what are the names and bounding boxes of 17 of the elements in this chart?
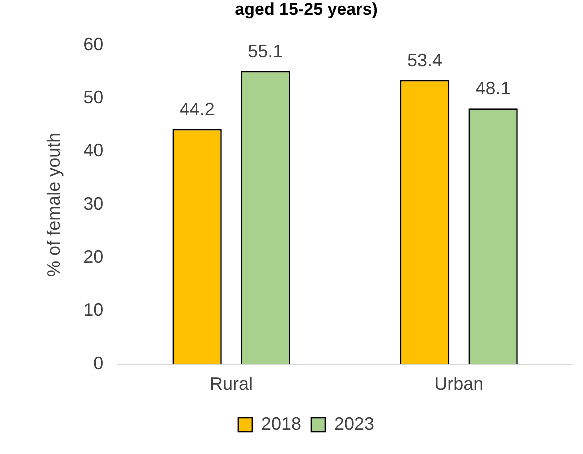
legend-label: 2023 [334, 414, 375, 434]
y-tick-label: 50 [84, 88, 104, 108]
y-tick-label: 40 [84, 140, 104, 161]
y-tick-label: 20 [84, 247, 104, 268]
data-label: 44.2 [180, 99, 215, 120]
x-tick-label: Urban [434, 374, 484, 394]
data-label: 55.1 [248, 41, 284, 62]
y-tick-label: 10 [84, 300, 104, 320]
x-tick-label: Rural [210, 374, 253, 394]
y-tick-label: 60 [84, 34, 104, 54]
y-axis-title: % of female youth [44, 132, 64, 277]
y-tick-label: 0 [94, 353, 104, 374]
data-label: 53.4 [407, 50, 443, 70]
y-tick-label: 30 [84, 194, 104, 214]
legend-label: 2018 [261, 414, 302, 434]
chart-title: aged 15-25 years) [235, 0, 378, 19]
data-label: 48.1 [476, 78, 511, 99]
